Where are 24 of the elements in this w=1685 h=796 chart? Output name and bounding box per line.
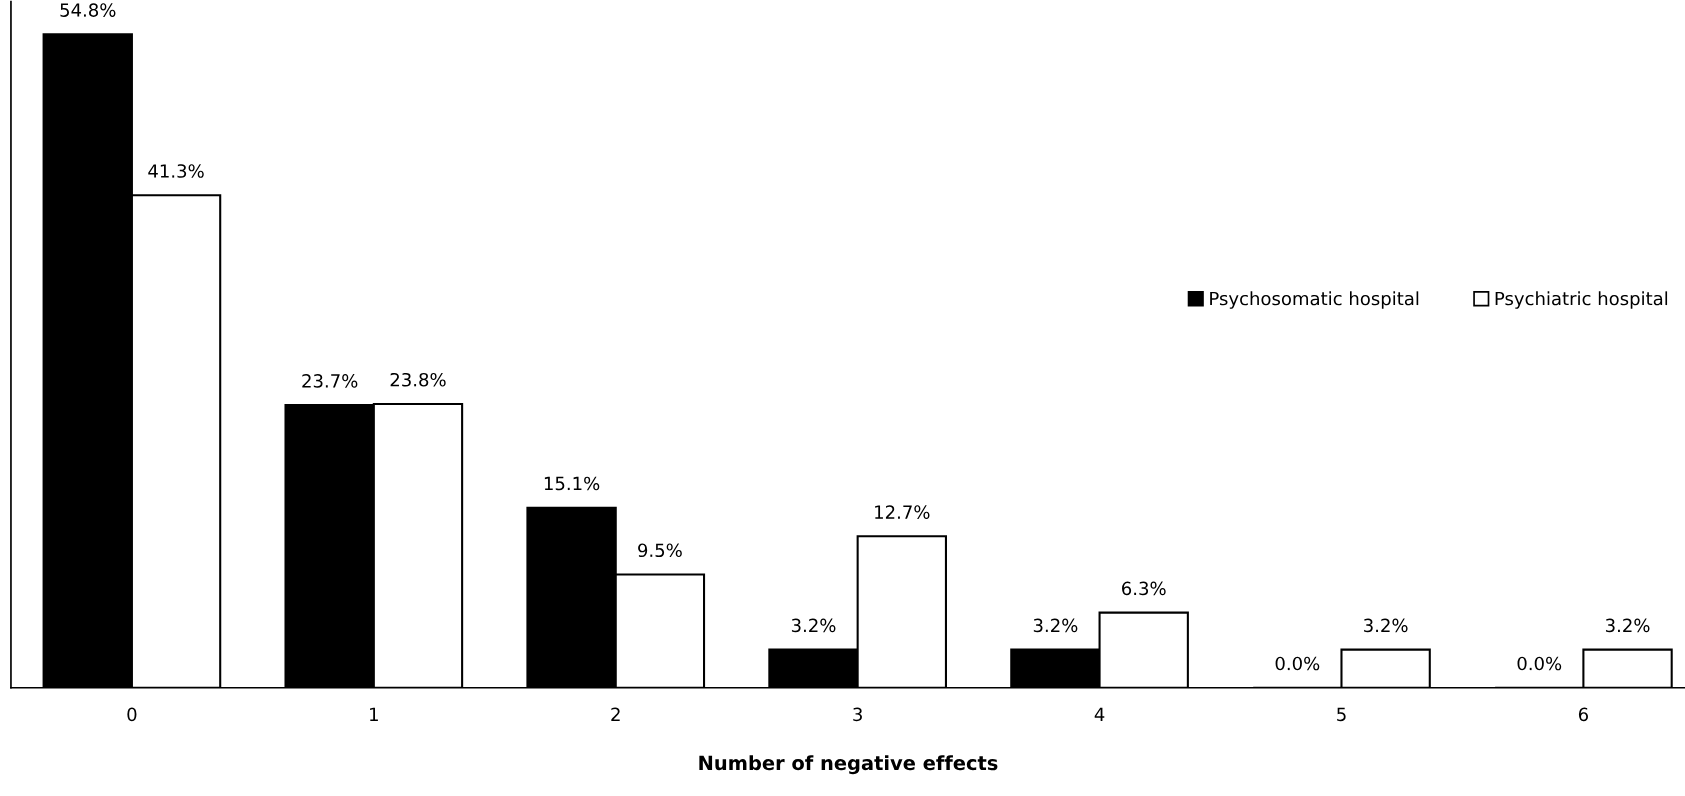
legend-label: Psychiatric hospital [1495,291,1668,309]
data-label: 9.5% [638,543,682,558]
x-tick-label: 1 [370,707,378,721]
data-label: 41.3% [148,164,204,178]
data-label: 23.8% [390,372,446,387]
x-tick-label: 5 [1337,707,1346,722]
data-label: 3.2% [1605,618,1650,633]
data-label: 3.2% [1364,618,1408,633]
data-label: 6.3% [1122,581,1166,596]
data-label: 54.8% [60,3,116,17]
x-tick-label: 3 [853,707,862,722]
data-label: 15.1% [544,476,600,491]
x-axis-title: Number of negative effects [699,755,998,775]
data-label: 23.7% [302,374,358,388]
x-tick-label: 6 [1578,707,1588,722]
data-label: 0.0% [1275,656,1320,671]
data-label: 0.0% [1517,656,1562,671]
data-label: 3.2% [1033,618,1078,633]
data-label: 3.2% [791,618,836,633]
data-label: 12.7% [875,505,930,519]
x-tick-label: 4 [1094,707,1105,721]
legend-label: Psychosomatic hospital [1210,291,1419,309]
x-tick-label: 0 [127,707,137,722]
x-tick-label: 2 [611,707,620,721]
